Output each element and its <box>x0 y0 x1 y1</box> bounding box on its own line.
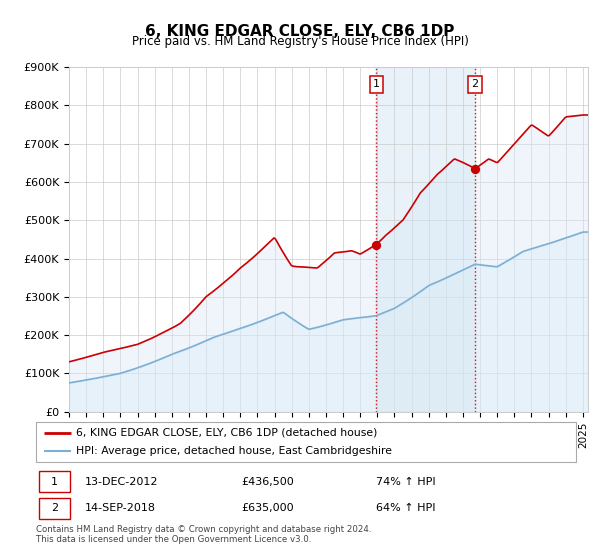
Text: Contains HM Land Registry data © Crown copyright and database right 2024.: Contains HM Land Registry data © Crown c… <box>36 525 371 534</box>
Text: 6, KING EDGAR CLOSE, ELY, CB6 1DP: 6, KING EDGAR CLOSE, ELY, CB6 1DP <box>145 24 455 39</box>
FancyBboxPatch shape <box>39 471 70 492</box>
Text: £635,000: £635,000 <box>241 503 294 514</box>
Text: 13-DEC-2012: 13-DEC-2012 <box>85 477 158 487</box>
FancyBboxPatch shape <box>39 498 70 519</box>
FancyBboxPatch shape <box>36 422 576 462</box>
Text: 2: 2 <box>51 503 58 514</box>
Text: HPI: Average price, detached house, East Cambridgeshire: HPI: Average price, detached house, East… <box>77 446 392 456</box>
Text: Price paid vs. HM Land Registry's House Price Index (HPI): Price paid vs. HM Land Registry's House … <box>131 35 469 48</box>
Point <box>470 164 480 173</box>
Text: 6, KING EDGAR CLOSE, ELY, CB6 1DP (detached house): 6, KING EDGAR CLOSE, ELY, CB6 1DP (detac… <box>77 428 378 437</box>
Point <box>371 240 381 249</box>
Text: 14-SEP-2018: 14-SEP-2018 <box>85 503 155 514</box>
Text: 2: 2 <box>472 80 479 90</box>
Bar <box>376 67 475 412</box>
Text: 1: 1 <box>51 477 58 487</box>
Text: 64% ↑ HPI: 64% ↑ HPI <box>376 503 436 514</box>
Text: 74% ↑ HPI: 74% ↑ HPI <box>376 477 436 487</box>
Text: £436,500: £436,500 <box>241 477 294 487</box>
Text: This data is licensed under the Open Government Licence v3.0.: This data is licensed under the Open Gov… <box>36 535 311 544</box>
Text: 1: 1 <box>373 80 380 90</box>
